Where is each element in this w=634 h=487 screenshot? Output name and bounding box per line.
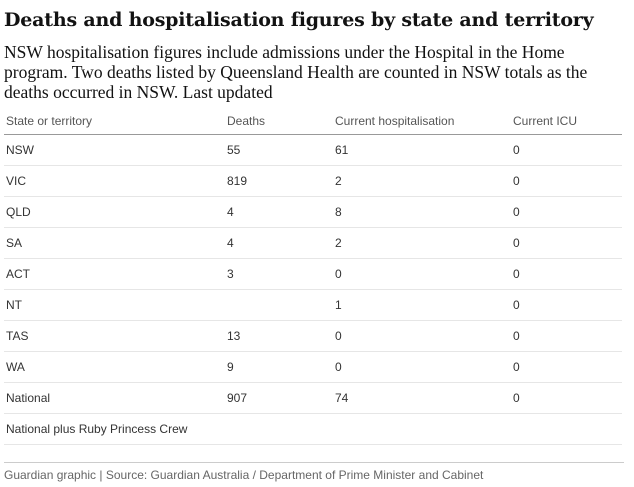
column-header: Current ICU [511,108,622,135]
table-cell: 4 [225,196,333,228]
table-cell: 0 [511,382,622,414]
row-label-cell: National plus Ruby Princess Crew [4,413,225,445]
table-cell: 0 [511,320,622,352]
table-cell: 0 [333,320,511,352]
table-cell [225,413,333,445]
row-label-cell: SA [4,227,225,259]
table-row: NSW 55 61 0 [4,134,622,166]
table-cell: 907 [225,382,333,414]
table-row: QLD 4 8 0 [4,196,622,228]
table-row: WA 9 0 0 [4,351,622,383]
data-table: State or territory Deaths Current hospital… [4,108,622,445]
table-cell: 13 [225,320,333,352]
table-row: NT 1 0 [4,289,622,321]
table-cell: 3 [225,258,333,290]
row-label-cell: ACT [4,258,225,290]
row-label-cell: NT [4,289,225,321]
chart-title: Deaths and hospitalisation figures by st… [4,9,594,31]
table-cell: 55 [225,134,333,166]
chart-container: Deaths and hospitalisation figures by st… [4,0,624,445]
column-header: Deaths [225,108,333,135]
table-cell: 0 [511,196,622,228]
table-row: National plus Ruby Princess Crew [4,413,622,445]
table-cell: 0 [511,165,622,197]
header-row: State or territory Deaths Current hospital… [4,108,622,135]
table-row: TAS 13 0 0 [4,320,622,352]
table-row: National 907 74 0 [4,382,622,414]
table-cell: 0 [511,134,622,166]
table-cell [333,413,511,445]
row-label-cell: NSW [4,134,225,166]
table-cell: 1 [333,289,511,321]
row-label-cell: TAS [4,320,225,352]
table-cell: 4 [225,227,333,259]
table-cell: 2 [333,165,511,197]
table-body: NSW 55 61 0 VIC 819 2 0 QLD 4 8 0 SA 4 2 0 ACT 3 0 0 NT 1 0 TAS… [4,134,622,445]
table-cell: 0 [511,351,622,383]
source-footer: Guardian graphic | Source: Guardian Aust… [4,462,624,482]
table-cell: 0 [333,258,511,290]
table-header: State or territory Deaths Current hospital… [4,108,622,135]
table-cell: 2 [333,227,511,259]
table-cell [511,413,622,445]
chart-subtitle: NSW hospitalisation figures include admi… [4,42,588,102]
table-row: SA 4 2 0 [4,227,622,259]
table-cell: 8 [333,196,511,228]
table-cell: 74 [333,382,511,414]
row-label-cell: National [4,382,225,414]
table-cell: 819 [225,165,333,197]
table-cell: 9 [225,351,333,383]
row-label-cell: WA [4,351,225,383]
row-label-cell: VIC [4,165,225,197]
table-cell: 0 [511,289,622,321]
table-cell: 0 [511,227,622,259]
row-label-cell: QLD [4,196,225,228]
table-row: VIC 819 2 0 [4,165,622,197]
table-row: ACT 3 0 0 [4,258,622,290]
column-header: State or territory [4,108,225,135]
table-cell [225,289,333,321]
table-cell: 0 [333,351,511,383]
table-cell: 61 [333,134,511,166]
column-header: Current hospitalisation [333,108,511,135]
table-cell: 0 [511,258,622,290]
